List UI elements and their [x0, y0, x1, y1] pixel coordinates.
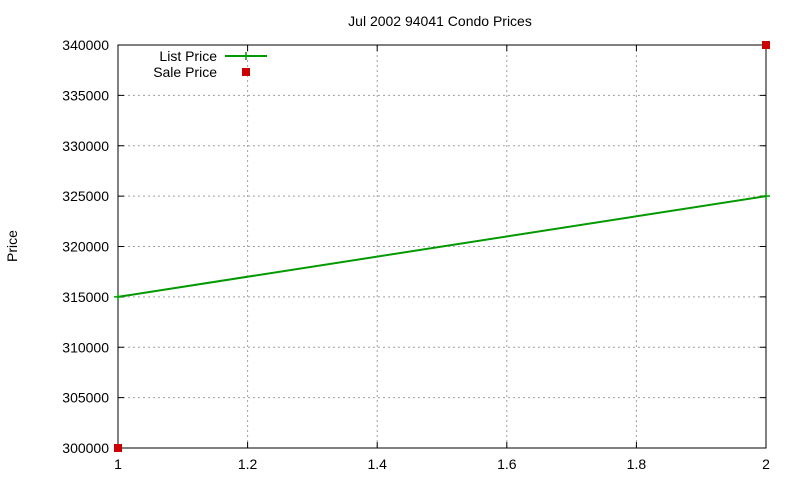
legend-label: List Price — [159, 48, 217, 64]
chart-title: Jul 2002 94041 Condo Prices — [348, 13, 532, 29]
x-tick-label: 1.8 — [627, 456, 647, 472]
y-tick-label: 315000 — [62, 289, 109, 305]
y-tick-label: 325000 — [62, 188, 109, 204]
x-tick-label: 2 — [762, 456, 770, 472]
list-price-point — [762, 192, 770, 201]
x-tick-label: 1.6 — [497, 456, 517, 472]
sale-price-point — [762, 41, 770, 49]
y-tick-label: 305000 — [62, 390, 109, 406]
x-tick-label: 1 — [114, 456, 122, 472]
x-tick-label: 1.2 — [238, 456, 258, 472]
legend-label: Sale Price — [153, 64, 217, 80]
grid-lines — [118, 45, 766, 448]
y-tick-label: 330000 — [62, 138, 109, 154]
x-tick-label: 1.4 — [367, 456, 387, 472]
legend-swatch-marker — [242, 52, 250, 60]
axes: 1 1.2 1.4 1.6 1.8 2 300000 305000 310000 315000 32… — [62, 37, 770, 472]
list-price-point — [114, 292, 122, 301]
y-tick-label: 320000 — [62, 239, 109, 255]
list-price-line — [117, 195, 767, 298]
y-tick-label: 335000 — [62, 87, 109, 103]
y-axis-label: Price — [4, 230, 20, 262]
y-tick-label: 310000 — [62, 339, 109, 355]
y-tick-label: 340000 — [62, 37, 109, 53]
legend-swatch-marker — [242, 68, 250, 76]
plot-area — [114, 41, 770, 452]
sale-price-point — [114, 444, 122, 452]
y-tick-label: 300000 — [62, 440, 109, 456]
